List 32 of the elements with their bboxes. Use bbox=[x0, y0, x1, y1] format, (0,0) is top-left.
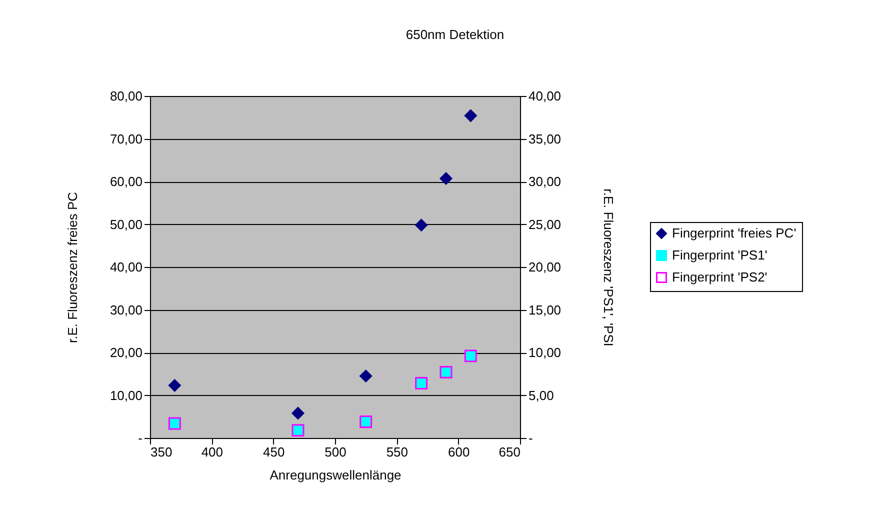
x-tick-label: 550 bbox=[386, 444, 408, 460]
x-tick-label: 350 bbox=[150, 444, 172, 460]
legend-label: Fingerprint 'PS2' bbox=[672, 270, 768, 284]
legend-label: Fingerprint 'freies PC' bbox=[672, 226, 796, 240]
y-tick-label: 10,00 bbox=[110, 388, 142, 403]
y-tick-label: 40,00 bbox=[110, 260, 142, 274]
x-axis-title: Anregungswellenlänge bbox=[270, 468, 402, 482]
y2-tick-label: 35,00 bbox=[528, 131, 562, 146]
y2-tick-label: 25,00 bbox=[528, 216, 562, 232]
y-axis-title: r.E. Fluoreszenz freies PC bbox=[64, 192, 80, 343]
y2-axis-title: r.E. Fluoreszenz 'PS1', 'PSI bbox=[601, 188, 616, 346]
y2-tick-label: 15,00 bbox=[528, 302, 562, 318]
y-tick-label: 80,00 bbox=[110, 88, 142, 104]
chart-title: 650nm Detektion bbox=[406, 27, 504, 42]
x-tick-label: 500 bbox=[324, 444, 346, 460]
y-tick-label: 70,00 bbox=[110, 131, 142, 146]
y-tick-label: 60,00 bbox=[110, 174, 142, 189]
legend-label: Fingerprint 'PS1' bbox=[672, 248, 768, 262]
x-tick-label: 600 bbox=[448, 444, 470, 460]
x-tick-label: 650 bbox=[498, 444, 520, 460]
y-tick-label: 30,00 bbox=[110, 302, 142, 318]
y2-tick-label: 10,00 bbox=[528, 345, 562, 360]
y2-tick-label: 40,00 bbox=[528, 88, 562, 104]
x-tick-label: 450 bbox=[262, 444, 285, 460]
y2-tick-label: - bbox=[528, 430, 533, 446]
y-tick-label: - bbox=[138, 430, 142, 446]
y2-tick-label: 5,00 bbox=[528, 388, 554, 403]
y2-tick-label: 20,00 bbox=[528, 260, 562, 274]
y-tick-label: 20,00 bbox=[110, 345, 142, 360]
x-tick-label: 400 bbox=[201, 444, 224, 460]
y2-tick-label: 30,00 bbox=[528, 174, 562, 189]
y-tick-label: 50,00 bbox=[110, 216, 142, 232]
